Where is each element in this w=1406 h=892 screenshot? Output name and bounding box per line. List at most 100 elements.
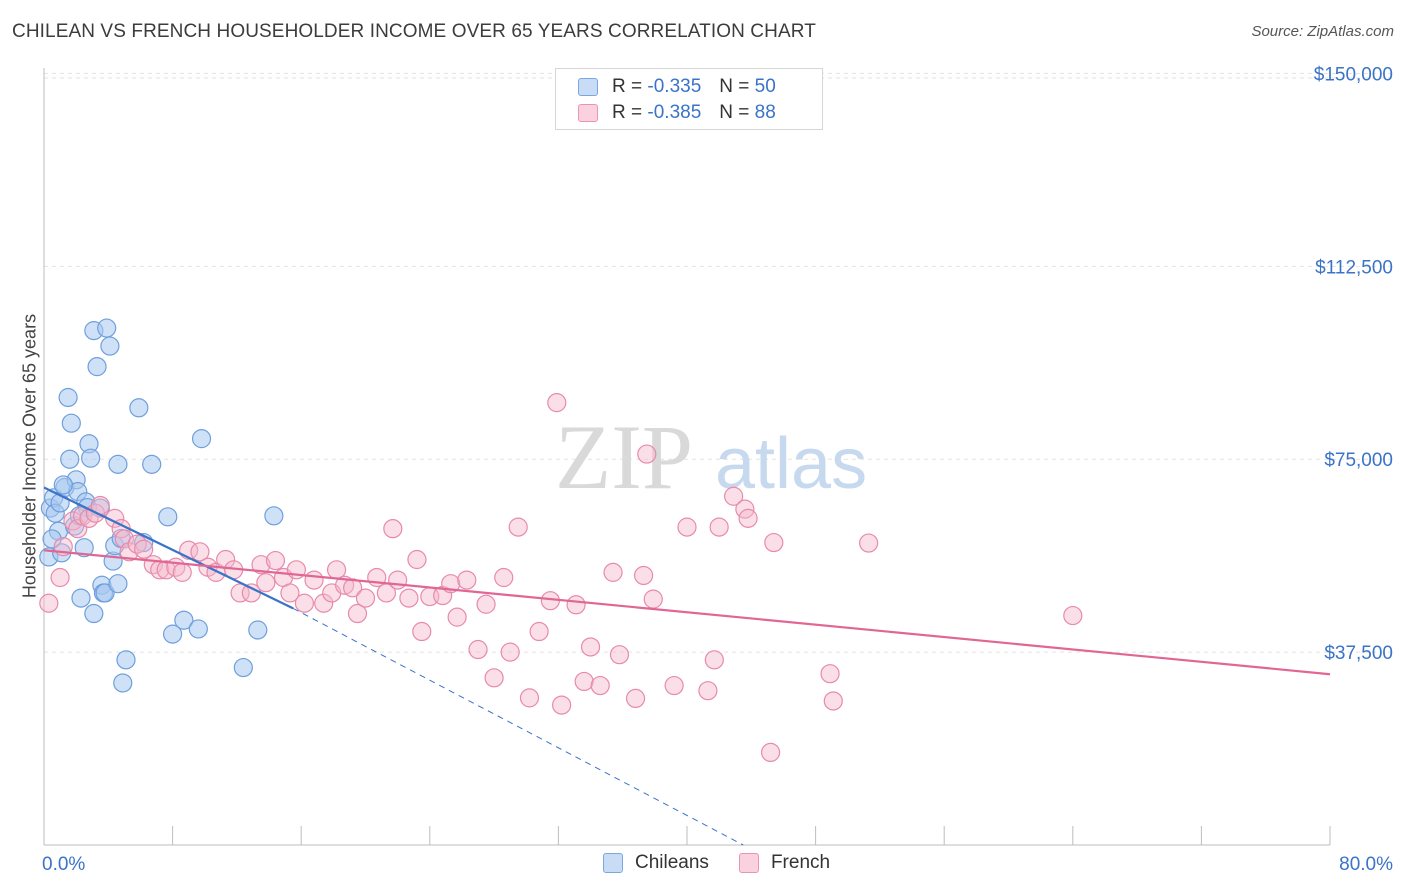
point-chileans <box>81 448 101 468</box>
point-french <box>50 567 70 588</box>
x-tick-label: 80.0% <box>1339 854 1393 875</box>
point-chileans <box>142 454 162 474</box>
point-chileans <box>108 454 128 474</box>
point-french <box>230 583 250 603</box>
point-chileans <box>95 583 115 603</box>
legend-swatch-chileans <box>578 78 598 96</box>
y-tick-label: $75,000 <box>1324 450 1393 471</box>
trendline-french <box>43 549 1331 676</box>
point-french <box>580 637 601 657</box>
point-french <box>633 565 654 586</box>
point-french <box>500 642 520 662</box>
point-chileans <box>264 506 284 526</box>
legend-label-chileans: Chileans <box>635 852 709 873</box>
point-french <box>388 570 408 590</box>
point-french <box>609 645 630 665</box>
point-chileans <box>97 318 117 338</box>
point-french <box>760 742 781 763</box>
point-french <box>494 567 514 588</box>
point-french <box>529 621 549 642</box>
point-chileans <box>129 398 149 418</box>
point-french <box>764 532 784 553</box>
point-chileans <box>100 336 120 356</box>
point-french <box>412 621 432 642</box>
point-french <box>343 578 363 598</box>
legend-r-label: R = <box>612 76 643 97</box>
legend-n-value: 88 <box>754 102 776 123</box>
point-chileans <box>60 449 80 469</box>
correlation-legend: R = -0.335 N = 50 R = -0.385 N = 88 <box>555 68 823 130</box>
point-french <box>457 570 477 590</box>
point-chileans <box>108 574 128 594</box>
point-french <box>566 595 586 615</box>
point-french <box>114 529 134 549</box>
point-french <box>484 668 504 688</box>
point-french <box>547 393 567 413</box>
data-points <box>39 318 1083 763</box>
watermark: ZIP atlas <box>555 406 867 508</box>
point-french <box>172 562 192 582</box>
point-french <box>265 550 286 571</box>
point-french <box>664 675 684 696</box>
point-french <box>709 517 729 537</box>
point-french <box>643 589 663 609</box>
point-chileans <box>58 387 78 408</box>
point-french <box>1063 605 1083 626</box>
y-tick-label: $150,000 <box>1314 64 1393 85</box>
point-chileans <box>174 610 194 630</box>
tick-labels: $37,500 $75,000 $112,500 $150,000 0.0% 80.0% <box>42 64 1393 875</box>
point-chileans <box>116 650 136 670</box>
axes <box>43 68 1331 846</box>
point-chileans <box>113 673 133 693</box>
trendline-chileans-extension <box>292 607 744 846</box>
legend-r-value: -0.385 <box>647 102 702 123</box>
legend-r-value: -0.335 <box>647 76 702 97</box>
point-french <box>127 534 147 554</box>
point-french <box>347 603 368 624</box>
legend-swatch-french <box>738 853 759 873</box>
point-french <box>603 562 623 582</box>
series-legend: Chileans French <box>603 852 860 874</box>
point-french <box>552 695 572 715</box>
y-tick-label: $112,500 <box>1315 257 1393 278</box>
gridlines <box>44 72 1395 653</box>
point-chileans <box>42 529 62 549</box>
point-chileans <box>233 657 253 678</box>
point-french <box>256 573 276 593</box>
point-french <box>820 664 840 684</box>
point-chileans <box>61 413 81 433</box>
point-french <box>304 570 324 590</box>
point-french <box>590 675 610 696</box>
point-french <box>823 691 843 711</box>
point-chileans <box>248 620 268 640</box>
point-french <box>383 519 403 539</box>
point-french <box>724 486 744 506</box>
legend-n-label: N = <box>719 102 750 123</box>
point-chileans <box>87 357 107 377</box>
point-chileans <box>188 619 208 639</box>
chart-title: CHILEAN VS FRENCH HOUSEHOLDER INCOME OVE… <box>12 21 816 42</box>
point-chileans <box>158 507 178 527</box>
point-french <box>399 588 419 608</box>
point-french <box>519 688 540 708</box>
x-tick-label: 0.0% <box>42 854 85 875</box>
point-chileans <box>84 603 104 624</box>
trendlines <box>43 486 1331 846</box>
point-french <box>134 539 154 559</box>
legend-row-chileans: R = -0.335 N = 50 <box>578 74 776 100</box>
legend-row-french: R = -0.385 N = 88 <box>578 100 776 126</box>
y-tick-label: $37,500 <box>1324 643 1393 664</box>
point-french <box>476 594 496 614</box>
legend-r-label: R = <box>612 102 643 123</box>
legend-swatch-french <box>578 104 598 122</box>
point-french <box>294 593 315 613</box>
point-chileans <box>191 429 212 449</box>
point-french <box>698 681 718 701</box>
point-french <box>859 533 879 553</box>
point-french <box>407 549 427 570</box>
legend-label-french: French <box>770 852 831 873</box>
point-chileans <box>74 538 94 558</box>
legend-n-value: 50 <box>754 76 776 97</box>
point-chileans <box>71 588 91 608</box>
